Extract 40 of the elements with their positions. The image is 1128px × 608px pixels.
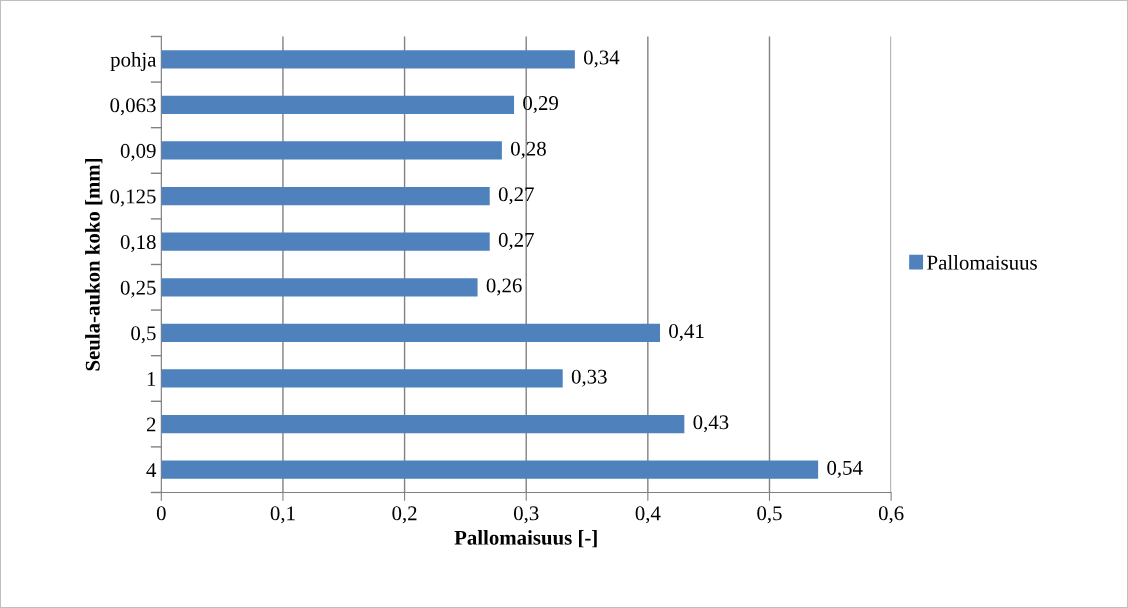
x-tick-label: 0,1 bbox=[270, 506, 295, 524]
y-tick-label: 0,125 bbox=[110, 189, 156, 207]
data-label: 0,26 bbox=[486, 278, 522, 296]
data-label: 0,41 bbox=[669, 324, 704, 342]
data-label: 0,54 bbox=[827, 460, 863, 478]
y-tick-label: 2 bbox=[146, 417, 156, 432]
bar bbox=[161, 141, 502, 160]
x-tick-label: 0,6 bbox=[878, 506, 904, 524]
bar bbox=[161, 232, 490, 251]
data-label: 0,29 bbox=[523, 96, 558, 114]
bar bbox=[161, 460, 819, 479]
y-tick-label: 0,5 bbox=[131, 326, 156, 344]
y-axis-title: Seula-aukon koko [mm] bbox=[85, 158, 103, 371]
bar bbox=[161, 414, 685, 434]
data-label: 0,34 bbox=[583, 50, 620, 68]
y-tick-label: 0,063 bbox=[110, 98, 156, 116]
x-tick-label: 0,4 bbox=[635, 506, 661, 524]
data-label: 0,28 bbox=[511, 141, 546, 159]
bar bbox=[161, 186, 490, 206]
legend-label: Pallomaisuus bbox=[927, 255, 1037, 270]
y-tick-label: 4 bbox=[146, 463, 157, 477]
x-tick-label: 0 bbox=[156, 506, 166, 521]
bar bbox=[161, 369, 563, 388]
x-tick-label: 0,5 bbox=[757, 506, 782, 524]
y-tick-label: 0,25 bbox=[120, 280, 156, 298]
data-label: 0,33 bbox=[571, 369, 607, 387]
data-label: 0,27 bbox=[498, 187, 534, 205]
x-tick-label: 0,2 bbox=[392, 506, 417, 524]
bar bbox=[161, 323, 661, 342]
y-tick-label: 0,18 bbox=[120, 235, 156, 253]
bar bbox=[161, 278, 478, 297]
data-label: 0,27 bbox=[498, 232, 534, 250]
bar bbox=[161, 50, 575, 69]
y-tick-label: 1 bbox=[147, 371, 156, 386]
bar bbox=[161, 95, 515, 114]
x-axis-title: Pallomaisuus [-] bbox=[454, 530, 597, 548]
x-tick-label: 0,3 bbox=[513, 506, 539, 524]
y-tick-label: pohja bbox=[110, 52, 157, 71]
y-tick-label: 0,09 bbox=[120, 143, 156, 161]
data-label: 0,43 bbox=[693, 415, 729, 433]
